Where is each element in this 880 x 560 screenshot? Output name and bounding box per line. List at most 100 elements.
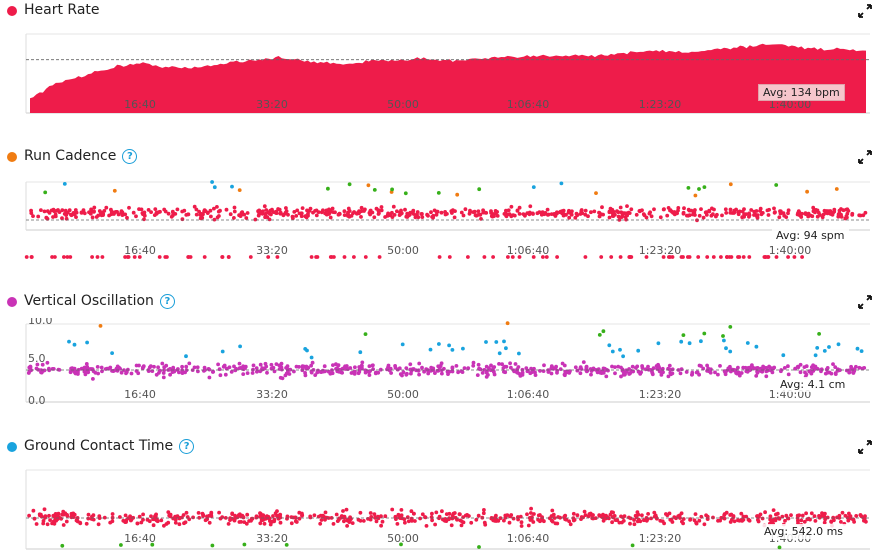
data-point bbox=[772, 365, 777, 370]
data-point bbox=[511, 213, 516, 217]
data-point bbox=[777, 215, 782, 220]
data-point bbox=[184, 364, 189, 369]
help-icon[interactable]: ? bbox=[179, 439, 195, 454]
data-point bbox=[458, 512, 462, 517]
data-point bbox=[684, 370, 689, 374]
data-point bbox=[471, 360, 476, 365]
data-point bbox=[502, 369, 506, 374]
data-point bbox=[741, 517, 746, 522]
data-point bbox=[477, 366, 482, 371]
data-point bbox=[390, 187, 394, 192]
data-point bbox=[742, 214, 746, 219]
data-point bbox=[399, 508, 404, 512]
data-point bbox=[849, 364, 853, 369]
expand-icon[interactable] bbox=[858, 295, 872, 309]
data-point bbox=[367, 364, 372, 369]
data-point bbox=[777, 545, 782, 550]
data-point bbox=[245, 512, 250, 517]
data-point bbox=[782, 213, 787, 218]
data-point bbox=[34, 366, 39, 371]
data-point bbox=[163, 209, 168, 214]
data-point bbox=[627, 255, 632, 259]
data-point bbox=[395, 522, 400, 526]
data-point bbox=[27, 513, 31, 518]
data-point bbox=[792, 255, 797, 259]
data-point bbox=[697, 372, 701, 377]
help-icon[interactable]: ? bbox=[159, 294, 175, 309]
data-point bbox=[29, 255, 34, 259]
data-point bbox=[550, 508, 555, 513]
data-point bbox=[583, 255, 588, 259]
data-point bbox=[739, 371, 744, 375]
expand-icon[interactable] bbox=[858, 150, 872, 164]
data-point bbox=[96, 522, 101, 527]
data-point bbox=[28, 364, 33, 369]
data-point bbox=[722, 338, 726, 343]
data-point bbox=[201, 513, 206, 517]
data-point bbox=[437, 342, 441, 346]
data-point bbox=[476, 362, 481, 367]
data-point bbox=[781, 353, 786, 358]
data-point bbox=[701, 366, 706, 371]
data-point bbox=[597, 513, 602, 518]
data-point bbox=[596, 367, 601, 371]
data-point bbox=[760, 516, 765, 521]
vertical-oscillation-chart[interactable]: 16:40 33:20 50:00 1:06:40 1:23:20 1:40:0010.0… bbox=[0, 318, 880, 411]
data-point bbox=[284, 209, 289, 214]
expand-icon[interactable] bbox=[858, 440, 872, 454]
data-point bbox=[403, 191, 408, 196]
data-point bbox=[197, 515, 202, 520]
expand-icon[interactable] bbox=[858, 4, 872, 18]
data-point bbox=[536, 517, 540, 522]
data-point bbox=[752, 209, 757, 214]
data-point bbox=[582, 509, 587, 514]
data-point bbox=[350, 521, 355, 525]
data-point bbox=[62, 182, 67, 186]
legend-dot-icon bbox=[7, 6, 17, 16]
data-point bbox=[850, 211, 855, 216]
data-point bbox=[154, 518, 159, 523]
data-point bbox=[724, 346, 728, 351]
data-point bbox=[228, 516, 233, 521]
data-point bbox=[461, 515, 466, 519]
data-point bbox=[597, 333, 602, 337]
data-point bbox=[356, 517, 361, 522]
data-point bbox=[420, 512, 425, 517]
data-point bbox=[857, 365, 862, 370]
data-point bbox=[390, 507, 395, 512]
data-point bbox=[530, 211, 535, 216]
data-point bbox=[747, 213, 752, 217]
run-cadence-chart[interactable]: 16:40 33:20 50:00 1:06:40 1:23:20 1:40:00 bbox=[0, 176, 880, 264]
data-point bbox=[424, 524, 429, 528]
data-point bbox=[822, 349, 827, 353]
x-tick-label: 16:40 bbox=[124, 98, 156, 111]
data-point bbox=[813, 353, 818, 358]
data-point bbox=[215, 205, 219, 209]
help-icon[interactable]: ? bbox=[122, 149, 138, 164]
data-point bbox=[359, 205, 364, 210]
data-point bbox=[434, 209, 439, 214]
data-point bbox=[405, 515, 410, 520]
data-point bbox=[572, 518, 577, 522]
data-point bbox=[665, 213, 670, 218]
data-point bbox=[180, 217, 185, 222]
data-point bbox=[519, 520, 524, 525]
data-point bbox=[863, 210, 868, 215]
data-point bbox=[268, 522, 273, 527]
data-point bbox=[646, 512, 650, 516]
data-point bbox=[764, 366, 769, 370]
data-point bbox=[718, 364, 722, 368]
data-point bbox=[736, 212, 741, 217]
data-point bbox=[697, 518, 702, 523]
data-point bbox=[112, 188, 117, 193]
data-point bbox=[484, 375, 489, 379]
heart-rate-chart[interactable]: 16:40 33:20 50:00 1:06:40 1:23:20 1:40:00 bbox=[0, 28, 880, 120]
panel-title: Ground Contact Time? bbox=[24, 438, 195, 454]
data-point bbox=[109, 209, 114, 214]
data-point bbox=[524, 366, 529, 370]
data-point bbox=[592, 209, 597, 214]
data-point bbox=[450, 348, 455, 352]
data-point bbox=[737, 255, 742, 259]
data-point bbox=[756, 519, 761, 524]
